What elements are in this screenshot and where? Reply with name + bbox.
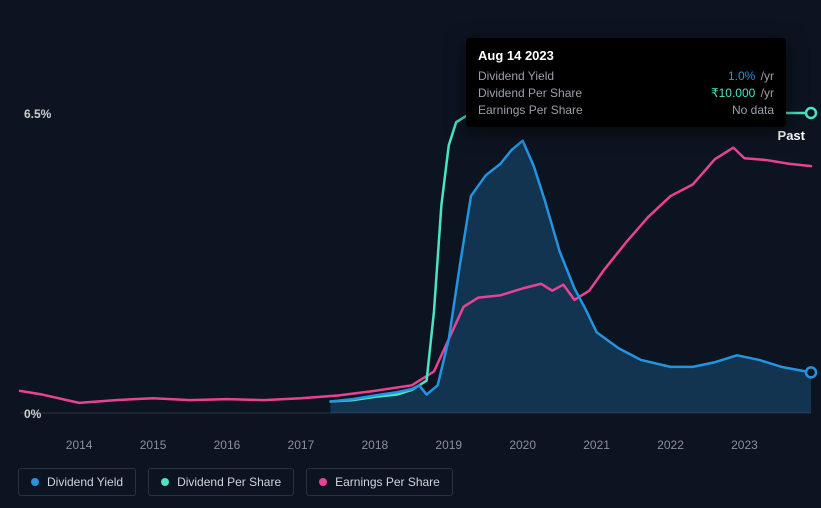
tooltip-row: Earnings Per Share No data: [478, 103, 774, 117]
legend-dot: [161, 478, 169, 486]
x-axis: 2014 2015 2016 2017 2018 2019 2020 2021 2022 2023: [20, 433, 811, 453]
y-axis-top-label: 6.5%: [24, 107, 51, 121]
x-tick: 2021: [583, 438, 610, 452]
legend-label: Earnings Per Share: [335, 475, 440, 489]
past-label: Past: [778, 128, 805, 143]
tooltip-row-label: Dividend Per Share: [478, 86, 582, 100]
x-tick: 2020: [509, 438, 536, 452]
x-tick: 2017: [288, 438, 315, 452]
tooltip-row-label: Earnings Per Share: [478, 103, 583, 117]
chart-legend: Dividend Yield Dividend Per Share Earnings…: [18, 468, 453, 496]
x-tick: 2015: [140, 438, 167, 452]
tooltip-row-value: ₹10.000 /yr: [711, 86, 774, 100]
legend-dot: [319, 478, 327, 486]
x-tick: 2014: [66, 438, 93, 452]
y-axis-bottom-label: 0%: [24, 407, 41, 421]
tooltip-row-value: No data: [732, 103, 774, 117]
tooltip-date: Aug 14 2023: [478, 48, 774, 63]
tooltip-row: Dividend Yield 1.0% /yr: [478, 69, 774, 83]
x-tick: 2023: [731, 438, 758, 452]
legend-item[interactable]: Dividend Yield: [18, 468, 136, 496]
chart-tooltip: Aug 14 2023 Dividend Yield1.0% /yrDivide…: [466, 38, 786, 127]
tooltip-row-value: 1.0% /yr: [728, 69, 774, 83]
x-tick: 2018: [361, 438, 388, 452]
legend-item[interactable]: Earnings Per Share: [306, 468, 453, 496]
dividend-chart: 6.5% 0% Past 2014 2015 2016 2017 2018 2019 202…: [0, 0, 821, 508]
legend-label: Dividend Yield: [47, 475, 123, 489]
tooltip-row-label: Dividend Yield: [478, 69, 554, 83]
legend-dot: [31, 478, 39, 486]
tooltip-row: Dividend Per Share ₹10.000 /yr: [478, 86, 774, 100]
x-tick: 2019: [435, 438, 462, 452]
legend-label: Dividend Per Share: [177, 475, 281, 489]
legend-item[interactable]: Dividend Per Share: [148, 468, 294, 496]
x-tick: 2022: [657, 438, 684, 452]
x-tick: 2016: [214, 438, 241, 452]
